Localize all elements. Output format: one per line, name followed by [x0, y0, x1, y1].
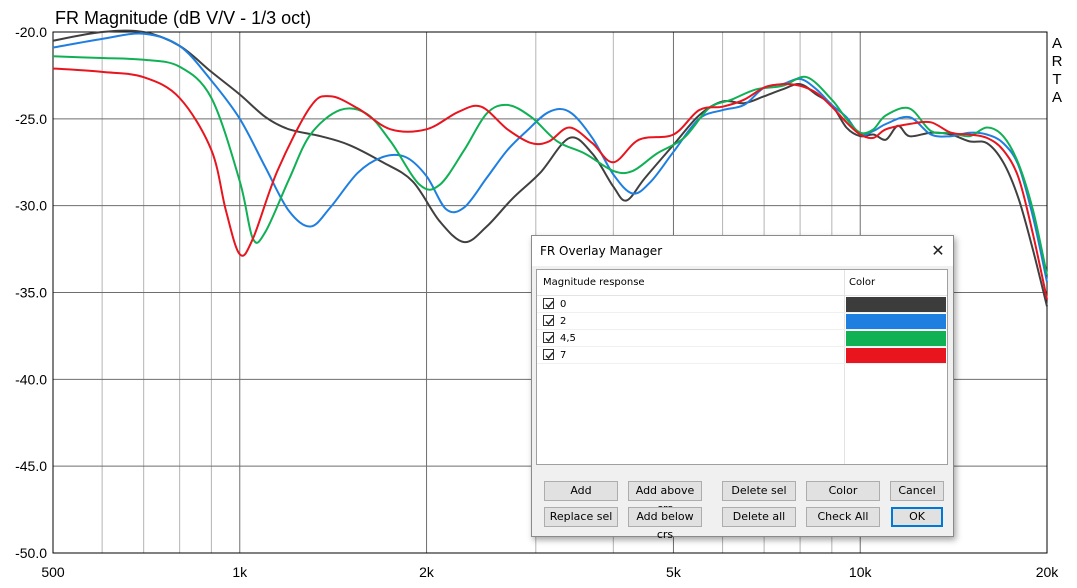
fr-overlay-manager-dialog: FR Overlay Manager ✕ Magnitude response … — [531, 235, 954, 541]
ok-button[interactable]: OK — [891, 507, 943, 527]
item-checkbox[interactable] — [543, 315, 554, 326]
item-color-swatch[interactable] — [846, 331, 946, 346]
side-label-letter: A — [1052, 35, 1062, 52]
x-tick-label: 20k — [1036, 564, 1060, 580]
add-above-crs-button[interactable]: Add above crs — [628, 481, 702, 515]
column-header-color[interactable]: Color — [849, 277, 876, 288]
delete-all-button[interactable]: Delete all — [722, 507, 796, 527]
overlay-list-item[interactable]: 0 — [537, 296, 947, 313]
x-tick-label: 500 — [41, 564, 65, 580]
x-tick-label: 5k — [666, 564, 682, 580]
color-button[interactable]: Color — [806, 481, 880, 501]
check-all-button[interactable]: Check All — [806, 507, 880, 527]
checkmark-icon — [545, 318, 554, 326]
checkmark-icon — [545, 301, 554, 309]
dialog-title-bar: FR Overlay Manager ✕ — [532, 236, 953, 266]
x-tick-label: 10k — [849, 564, 873, 580]
column-header-magnitude-response[interactable]: Magnitude response — [543, 277, 645, 288]
y-tick-label: -30.0 — [15, 198, 47, 214]
item-color-swatch[interactable] — [846, 297, 946, 312]
item-label: 4,5 — [560, 333, 576, 344]
item-checkbox[interactable] — [543, 332, 554, 343]
add-below-crs-button[interactable]: Add below crs — [628, 507, 702, 541]
y-tick-label: -35.0 — [15, 285, 47, 301]
y-tick-label: -45.0 — [15, 458, 47, 474]
series-layer — [52, 29, 1048, 307]
y-tick-label: -40.0 — [15, 371, 47, 387]
y-tick-label: -25.0 — [15, 111, 47, 127]
series-line-7 — [52, 67, 1048, 300]
item-label: 2 — [560, 316, 567, 327]
side-label-letter: T — [1052, 71, 1061, 88]
side-label-letter: R — [1052, 53, 1063, 70]
y-tick-labels: -20.0 -25.0 -30.0 -35.0 -40.0 -45.0 -50.0 — [15, 24, 47, 561]
checkmark-icon — [545, 352, 554, 360]
chart-title: FR Magnitude (dB V/V - 1/3 oct) — [55, 8, 311, 28]
replace-sel-button[interactable]: Replace sel — [544, 507, 618, 527]
side-label-letter: A — [1052, 89, 1062, 106]
item-checkbox[interactable] — [543, 349, 554, 360]
item-checkbox[interactable] — [543, 298, 554, 309]
y-tick-label: -50.0 — [15, 545, 47, 561]
overlay-list-item[interactable]: 7 — [537, 347, 947, 364]
list-header: Magnitude response Color — [537, 270, 947, 296]
item-label: 0 — [560, 299, 567, 310]
y-tick-label: -20.0 — [15, 24, 47, 40]
checkmark-icon — [545, 335, 554, 343]
item-color-swatch[interactable] — [846, 348, 946, 363]
overlay-list-item[interactable]: 4,5 — [537, 330, 947, 347]
dialog-title: FR Overlay Manager — [540, 244, 663, 258]
overlay-list-item[interactable]: 2 — [537, 313, 947, 330]
item-color-swatch[interactable] — [846, 314, 946, 329]
overlay-list[interactable]: Magnitude response Color 0 2 4,5 7 — [536, 269, 948, 465]
add-button[interactable]: Add — [544, 481, 618, 501]
x-tick-label: 2k — [419, 564, 435, 580]
x-tick-labels: 500 1k 2k 5k 10k 20k — [41, 564, 1059, 580]
close-icon[interactable]: ✕ — [931, 241, 945, 260]
delete-sel-button[interactable]: Delete sel — [722, 481, 796, 501]
item-label: 7 — [560, 350, 567, 361]
series-line-4-5 — [52, 55, 1048, 276]
x-tick-label: 1k — [232, 564, 248, 580]
column-divider — [844, 270, 845, 464]
plot-frame — [52, 31, 1048, 554]
cancel-button[interactable]: Cancel — [890, 481, 944, 501]
